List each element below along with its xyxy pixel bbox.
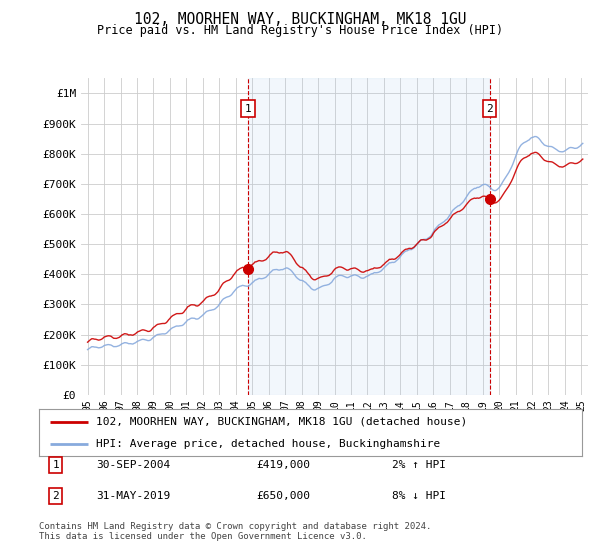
Text: 2% ↑ HPI: 2% ↑ HPI (392, 460, 446, 470)
Text: £650,000: £650,000 (256, 491, 310, 501)
Text: 102, MOORHEN WAY, BUCKINGHAM, MK18 1GU (detached house): 102, MOORHEN WAY, BUCKINGHAM, MK18 1GU (… (96, 417, 467, 427)
Bar (248, 78, 490, 395)
Text: 102, MOORHEN WAY, BUCKINGHAM, MK18 1GU: 102, MOORHEN WAY, BUCKINGHAM, MK18 1GU (134, 12, 466, 27)
Text: 2: 2 (53, 491, 59, 501)
Text: 1: 1 (245, 104, 251, 114)
Text: 31-MAY-2019: 31-MAY-2019 (96, 491, 170, 501)
Text: 2: 2 (486, 104, 493, 114)
Text: Price paid vs. HM Land Registry's House Price Index (HPI): Price paid vs. HM Land Registry's House … (97, 24, 503, 37)
Text: 30-SEP-2004: 30-SEP-2004 (96, 460, 170, 470)
Text: 1: 1 (53, 460, 59, 470)
Text: HPI: Average price, detached house, Buckinghamshire: HPI: Average price, detached house, Buck… (96, 438, 440, 449)
Text: £419,000: £419,000 (256, 460, 310, 470)
Text: Contains HM Land Registry data © Crown copyright and database right 2024.
This d: Contains HM Land Registry data © Crown c… (39, 522, 431, 542)
Text: 8% ↓ HPI: 8% ↓ HPI (392, 491, 446, 501)
